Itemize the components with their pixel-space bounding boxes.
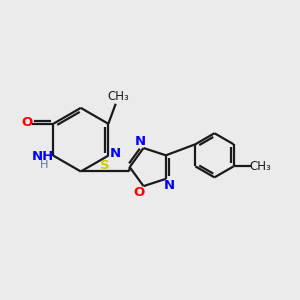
Text: H: H [40,160,49,170]
Text: CH₃: CH₃ [107,90,129,103]
Text: CH₃: CH₃ [249,160,271,173]
Text: NH: NH [32,150,54,163]
Text: N: N [110,147,121,160]
Text: N: N [164,179,175,192]
Text: O: O [21,116,32,129]
Text: N: N [134,135,146,148]
Text: S: S [100,158,110,172]
Text: O: O [134,185,145,199]
